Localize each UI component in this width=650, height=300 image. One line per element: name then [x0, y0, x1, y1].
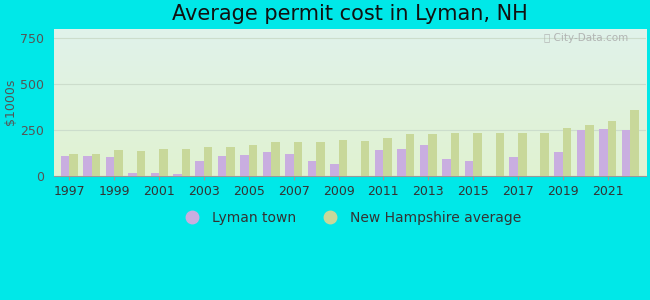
Bar	[285, 154, 294, 176]
Bar	[450, 133, 459, 176]
Bar	[406, 134, 414, 176]
Bar	[271, 142, 280, 176]
Bar	[294, 142, 302, 176]
Bar	[577, 130, 585, 176]
Bar	[540, 133, 549, 176]
Bar	[339, 140, 347, 176]
Bar	[599, 129, 608, 176]
Bar	[510, 158, 518, 176]
Bar	[621, 130, 630, 176]
Bar	[465, 161, 473, 176]
Bar	[608, 121, 616, 176]
Bar	[173, 174, 181, 176]
Bar	[249, 146, 257, 176]
Text: ⓘ City-Data.com: ⓘ City-Data.com	[544, 33, 628, 43]
Bar	[70, 154, 78, 176]
Bar	[83, 155, 92, 176]
Bar	[136, 151, 145, 176]
Bar	[397, 149, 406, 176]
Bar	[181, 149, 190, 176]
Bar	[263, 152, 271, 176]
Bar	[196, 161, 204, 176]
Bar	[495, 133, 504, 176]
Bar	[226, 147, 235, 176]
Title: Average permit cost in Lyman, NH: Average permit cost in Lyman, NH	[172, 4, 528, 24]
Bar	[442, 159, 450, 176]
Bar	[330, 164, 339, 176]
Bar	[204, 147, 213, 176]
Bar	[563, 128, 571, 176]
Bar	[106, 158, 114, 176]
Y-axis label: $1000s: $1000s	[4, 79, 17, 125]
Bar	[218, 155, 226, 176]
Bar	[428, 134, 437, 176]
Bar	[151, 173, 159, 176]
Bar	[114, 150, 123, 176]
Bar	[61, 155, 70, 176]
Bar	[316, 142, 324, 176]
Bar	[307, 161, 316, 176]
Bar	[92, 154, 100, 176]
Bar	[473, 133, 482, 176]
Bar	[375, 150, 383, 176]
Bar	[554, 152, 563, 176]
Bar	[384, 138, 392, 176]
Bar	[585, 125, 594, 176]
Bar	[159, 149, 168, 176]
Bar	[361, 141, 369, 176]
Bar	[420, 146, 428, 176]
Bar	[518, 133, 527, 176]
Bar	[128, 173, 136, 176]
Legend: Lyman town, New Hampshire average: Lyman town, New Hampshire average	[173, 206, 526, 231]
Bar	[240, 154, 249, 176]
Bar	[630, 110, 639, 176]
